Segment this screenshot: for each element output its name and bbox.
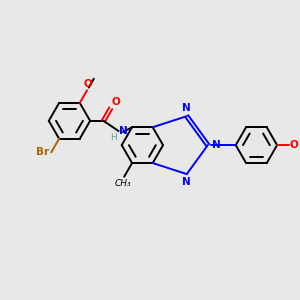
- Text: O: O: [83, 79, 92, 89]
- Text: O: O: [290, 140, 299, 150]
- Text: H: H: [110, 133, 117, 142]
- Text: N: N: [182, 103, 191, 113]
- Text: Br: Br: [36, 147, 49, 158]
- Text: N: N: [119, 126, 128, 136]
- Text: N: N: [212, 140, 221, 150]
- Text: O: O: [112, 97, 121, 107]
- Text: CH₃: CH₃: [115, 179, 131, 188]
- Text: N: N: [182, 177, 191, 187]
